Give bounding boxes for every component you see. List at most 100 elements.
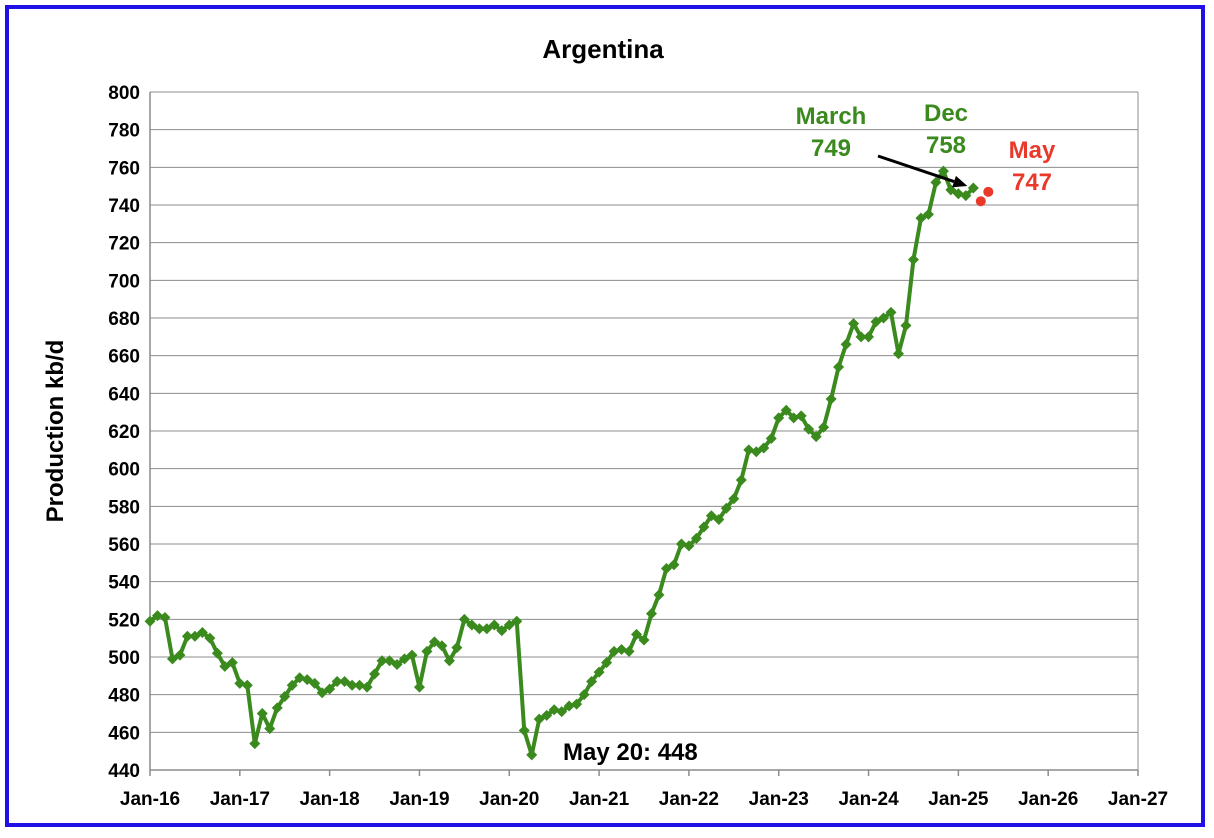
- y-tick-label: 620: [108, 422, 140, 443]
- data-point: [952, 188, 964, 200]
- data-point: [316, 687, 328, 699]
- data-markers: [144, 165, 994, 761]
- data-point: [601, 657, 613, 669]
- data-point: [571, 698, 583, 710]
- data-point: [376, 655, 388, 667]
- data-point: [690, 532, 702, 544]
- data-point: [473, 623, 485, 635]
- data-point: [189, 630, 201, 642]
- annotation-may-line1: May: [1009, 137, 1056, 164]
- data-point: [443, 655, 455, 667]
- annotation-dec-line1: Dec: [924, 100, 968, 127]
- data-point: [488, 619, 500, 631]
- data-point: [369, 668, 381, 680]
- data-point: [945, 184, 957, 196]
- y-tick-label: 740: [108, 196, 140, 217]
- y-axis-label: Production kb/d: [42, 340, 69, 523]
- data-point: [878, 312, 890, 324]
- data-point: [503, 619, 515, 631]
- data-point: [728, 493, 740, 505]
- data-point: [937, 165, 949, 177]
- x-tick-label: Jan-17: [210, 789, 270, 810]
- production-line: [148, 169, 975, 757]
- data-point: [436, 640, 448, 652]
- data-point: [151, 610, 163, 622]
- data-point: [743, 444, 755, 456]
- data-point: [406, 649, 418, 661]
- data-point: [660, 562, 672, 574]
- data-point: [900, 320, 912, 332]
- data-point: [735, 474, 747, 486]
- data-point: [241, 679, 253, 691]
- data-point: [466, 619, 478, 631]
- data-point: [309, 677, 321, 689]
- data-point: [428, 636, 440, 648]
- x-tick-label: Jan-20: [479, 789, 539, 810]
- data-point: [219, 660, 231, 672]
- data-point: [458, 613, 470, 625]
- data-point: [398, 653, 410, 665]
- data-point: [788, 412, 800, 424]
- data-point: [481, 623, 493, 635]
- data-point: [361, 681, 373, 693]
- data-point: [159, 611, 171, 623]
- data-point: [915, 212, 927, 224]
- data-point: [301, 674, 313, 686]
- y-tick-label: 600: [108, 460, 140, 481]
- data-point: [563, 700, 575, 712]
- data-point: [526, 749, 538, 761]
- data-point: [720, 502, 732, 514]
- data-point: [541, 709, 553, 721]
- data-point: [451, 642, 463, 654]
- data-point: [196, 627, 208, 639]
- data-point: [825, 393, 837, 405]
- data-point: [683, 540, 695, 552]
- data-point: [810, 431, 822, 443]
- x-tick-label: Jan-26: [1018, 789, 1078, 810]
- data-point: [166, 653, 178, 665]
- data-point: [518, 724, 530, 736]
- data-point: [855, 331, 867, 343]
- data-point: [413, 681, 425, 693]
- data-point: [698, 521, 710, 533]
- y-tick-label: 780: [108, 121, 140, 142]
- series-lines: [148, 169, 975, 757]
- data-point: [668, 559, 680, 571]
- data-point: [848, 318, 860, 330]
- data-point: [960, 190, 972, 202]
- data-point: [496, 625, 508, 637]
- data-point: [249, 738, 261, 750]
- data-point: [840, 338, 852, 350]
- data-point: [885, 306, 897, 318]
- arrow-head: [952, 175, 968, 188]
- y-tick-label: 640: [108, 384, 140, 405]
- data-point: [675, 538, 687, 550]
- y-tick-label: 520: [108, 610, 140, 631]
- data-point: [324, 683, 336, 695]
- y-tick-label: 440: [108, 761, 140, 782]
- x-tick-labels: Jan-16 Jan-17 Jan-18 Jan-19 Jan-20 Jan-21 Jan-…: [120, 789, 1168, 810]
- data-point: [144, 615, 156, 627]
- arrow-line: [877, 154, 955, 184]
- data-point: [339, 675, 351, 687]
- recent-data-point: [975, 196, 986, 207]
- chart-title: Argentina: [542, 34, 664, 64]
- data-point: [586, 675, 598, 687]
- data-point: [870, 316, 882, 328]
- data-point: [331, 675, 343, 687]
- data-point: [713, 514, 725, 526]
- data-point: [174, 649, 186, 661]
- data-point: [286, 679, 298, 691]
- data-point: [211, 647, 223, 659]
- y-tick-label: 560: [108, 535, 140, 556]
- annotation-march-line2: 749: [811, 135, 851, 162]
- y-tick-label: 580: [108, 497, 140, 518]
- y-tick-label: 720: [108, 234, 140, 255]
- data-point: [623, 645, 635, 657]
- chart-frame: [5, 5, 1205, 827]
- y-tick-label: 500: [108, 648, 140, 669]
- annotation-march-line1: March: [796, 103, 867, 130]
- data-point: [653, 589, 665, 601]
- data-point: [616, 643, 628, 655]
- data-point: [256, 708, 268, 719]
